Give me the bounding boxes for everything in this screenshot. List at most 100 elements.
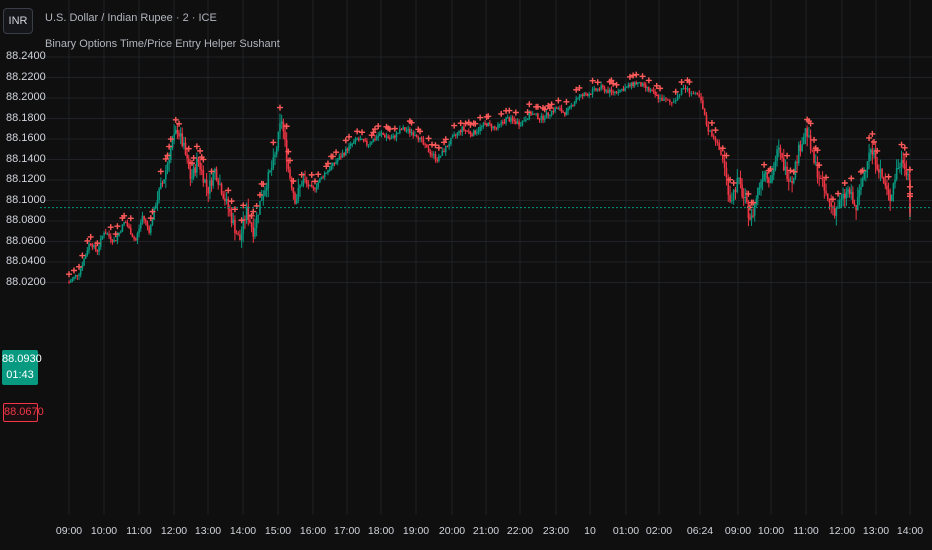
candle-body [858, 190, 861, 198]
candle-body [678, 94, 681, 96]
candle-body [168, 159, 170, 164]
indicator-label[interactable]: Binary Options Time/Price Entry Helper S… [45, 38, 280, 50]
candle-body [485, 123, 488, 127]
candle-body [307, 183, 310, 187]
candle-body [615, 91, 618, 93]
candle-body [540, 115, 543, 120]
candle-body [818, 177, 820, 179]
price-tick-label: 88.0600 [6, 234, 46, 247]
candle-body [224, 198, 226, 202]
entry-marker [308, 171, 315, 178]
candle-body [640, 82, 642, 87]
entry-marker [240, 202, 247, 209]
candle-body [156, 200, 159, 206]
entry-marker [477, 114, 484, 121]
candle-body [472, 130, 475, 137]
entry-marker [907, 183, 913, 190]
candle-body [239, 235, 241, 241]
entry-marker [608, 77, 615, 84]
candle-body [466, 130, 468, 132]
candle-body [882, 177, 885, 183]
entry-marker [200, 156, 207, 163]
entry-marker [823, 174, 830, 181]
candle-body [523, 120, 525, 122]
time-tick-label: 13:00 [194, 525, 222, 537]
candle-body [415, 135, 418, 137]
candle-body [506, 117, 509, 119]
candle-body [614, 91, 616, 93]
candle-body [160, 183, 162, 189]
candle-body [654, 91, 656, 95]
candle-body [349, 143, 352, 146]
candle-body [146, 222, 149, 227]
candle-body [292, 188, 295, 194]
entry-marker [425, 135, 432, 142]
candle-body [769, 182, 772, 184]
candle-body [652, 90, 655, 92]
candle-body [692, 93, 695, 95]
candle-body [267, 172, 270, 189]
candle-body [312, 186, 315, 189]
entry-marker [807, 120, 814, 127]
symbol-button[interactable]: INR [3, 8, 33, 34]
price-tick-label: 88.2400 [6, 50, 46, 62]
candle-body [838, 200, 841, 208]
entry-marker [391, 125, 398, 132]
candle-body [707, 124, 710, 132]
entry-marker [84, 237, 91, 244]
candle-body [705, 115, 708, 125]
candle-body [543, 118, 546, 120]
candle-body [410, 132, 413, 134]
candle-body [275, 148, 278, 155]
candle-body [493, 126, 496, 128]
candle-body [873, 151, 875, 155]
entry-marker [149, 208, 156, 215]
candle-body [294, 193, 296, 204]
entry-marker [901, 144, 908, 151]
entry-marker [238, 217, 245, 224]
candle-body [545, 112, 548, 119]
candle-body [106, 234, 109, 236]
candle-body [633, 82, 636, 86]
candle-body [570, 104, 573, 106]
entry-marker [370, 129, 377, 136]
candle-body [227, 198, 230, 209]
candle-body [508, 117, 511, 122]
candle-body [270, 167, 273, 171]
candle-body [174, 129, 177, 134]
entry-marker [548, 101, 555, 108]
time-tick-label: 01:00 [612, 525, 640, 537]
candle-body [166, 163, 169, 171]
candle-body [537, 113, 539, 120]
candle-body [244, 219, 246, 221]
entry-marker [166, 143, 173, 150]
candle-body [124, 222, 127, 224]
candle-body [204, 179, 206, 183]
entry-marker [750, 199, 757, 206]
candle-body [429, 152, 432, 155]
candle-body [781, 153, 783, 158]
candle-body [821, 178, 824, 181]
candle-body [643, 83, 645, 85]
entry-marker [870, 138, 877, 145]
candle-body [482, 123, 485, 127]
candle-body [377, 136, 380, 138]
candle-body [782, 157, 785, 171]
price-tick-label: 88.0800 [6, 214, 46, 226]
candle-body [515, 121, 517, 124]
candle-body [446, 146, 449, 148]
candle-body [860, 186, 862, 191]
candle-body [382, 133, 384, 135]
entry-marker [639, 73, 646, 80]
candle-body [784, 166, 787, 171]
candle-body [133, 237, 135, 240]
entry-marker [287, 157, 294, 164]
entry-marker [467, 121, 474, 128]
candle-body [680, 88, 683, 95]
entry-marker [225, 187, 232, 194]
candle-body [332, 162, 334, 167]
candle-body [474, 130, 477, 134]
candle-body [897, 168, 900, 170]
price-tick-label: 88.2200 [6, 70, 46, 83]
